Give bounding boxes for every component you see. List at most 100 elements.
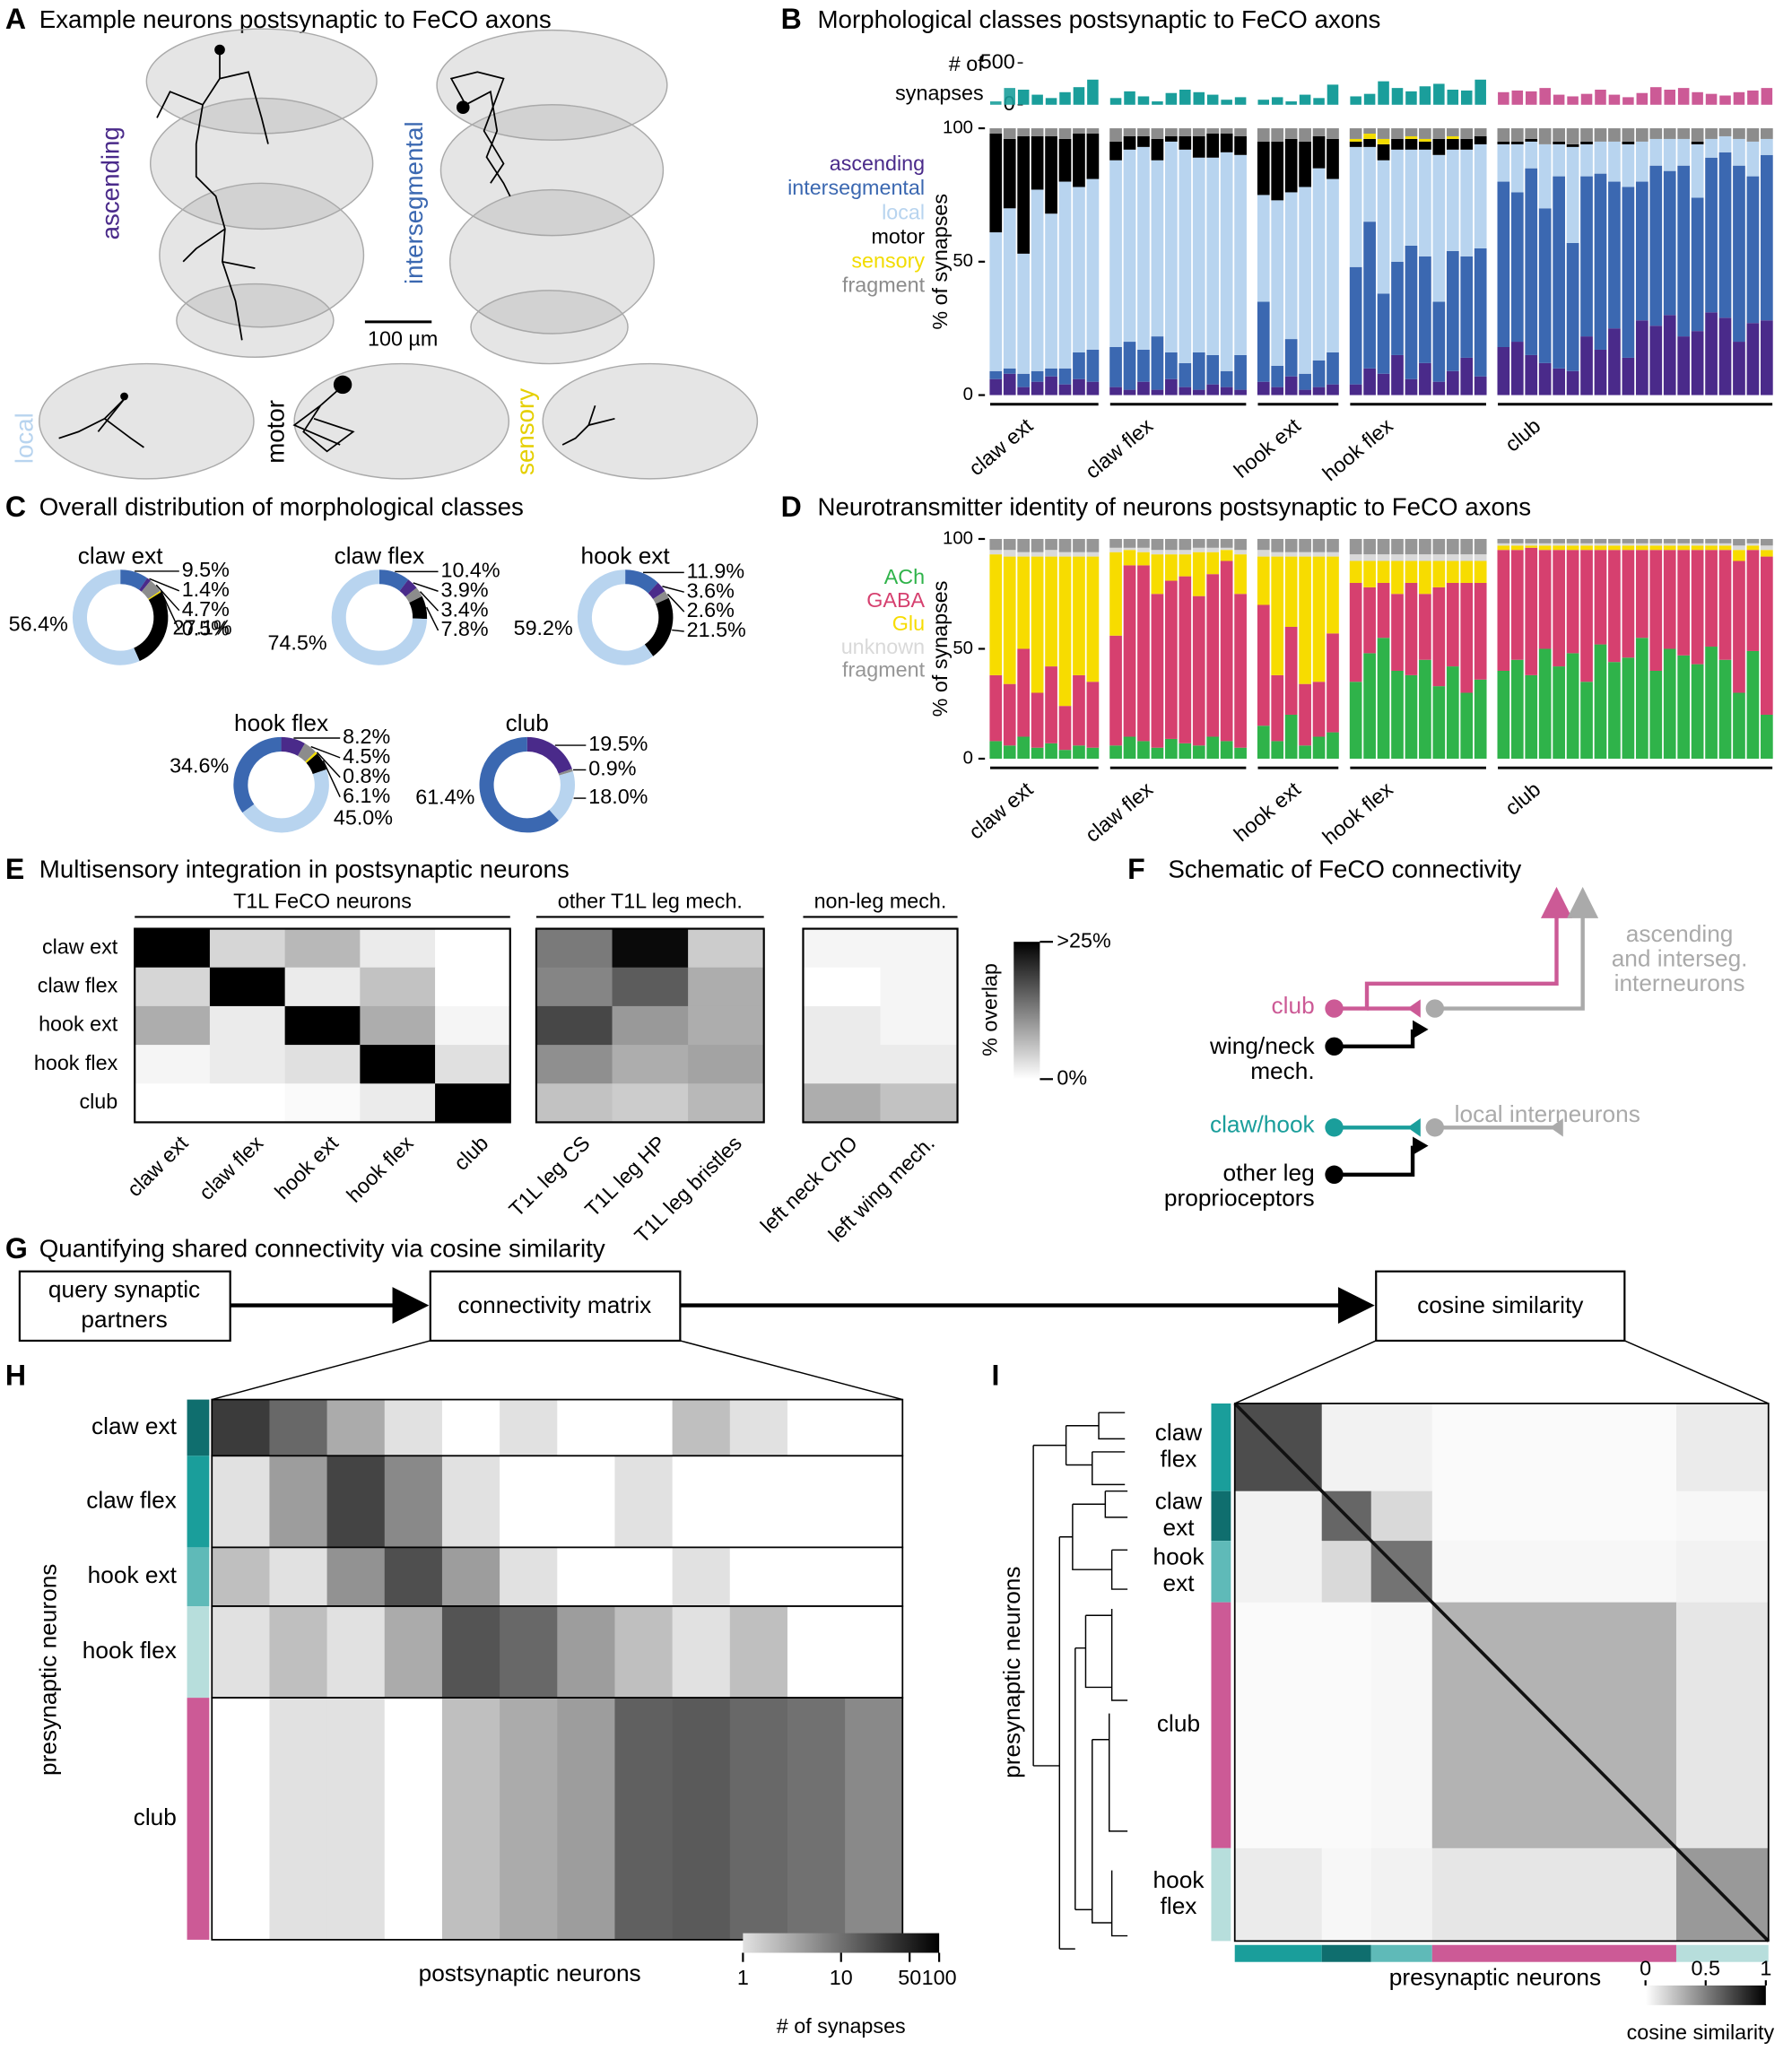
donut-value-label: 2.6%	[687, 598, 735, 621]
heatmap-cell	[269, 1399, 328, 1456]
bar-segment	[1234, 389, 1247, 395]
bar-segment	[1299, 538, 1311, 552]
y-tick-label: 100	[943, 528, 973, 548]
bar-segment	[1045, 550, 1057, 557]
bar-segment	[1017, 373, 1031, 387]
colorbar-tick-label: 100	[922, 1966, 957, 1989]
heatmap-cell	[688, 928, 765, 969]
bar-segment	[1327, 552, 1339, 557]
bar-segment	[1045, 666, 1057, 743]
bar-segment	[1031, 692, 1044, 748]
panel-letter: E	[5, 853, 24, 885]
colorbar-tick-label: 1	[1760, 1957, 1771, 1980]
column-color	[1675, 1944, 1769, 1962]
bar-segment	[1553, 128, 1565, 142]
donut-slice	[378, 569, 409, 592]
bar-segment	[1419, 256, 1431, 363]
synapse-bar	[1622, 97, 1634, 105]
bar-segment	[1538, 143, 1552, 209]
heatmap-cell	[803, 1083, 881, 1123]
row-label: flex	[1161, 1445, 1197, 1472]
bar-segment	[1649, 670, 1663, 759]
bar-segment	[1705, 538, 1718, 543]
heatmap-cell	[500, 1456, 558, 1548]
bar-segment	[1566, 545, 1579, 551]
bar-segment	[1419, 141, 1431, 150]
bar-segment	[1284, 626, 1298, 715]
bar-segment	[1017, 736, 1031, 759]
bar-segment	[1594, 141, 1607, 174]
bar-segment	[1312, 682, 1326, 737]
bar-segment	[1538, 648, 1552, 759]
donut-value-label: 0.5%	[182, 617, 230, 640]
label-leader	[413, 582, 439, 592]
bar-segment	[1349, 682, 1362, 759]
synapse-bar	[1747, 90, 1759, 105]
colorbar-tick-label: 10	[830, 1966, 853, 1989]
bar-segment	[1377, 128, 1390, 139]
heatmap-cell	[1370, 1403, 1433, 1492]
bar-segment	[1663, 543, 1676, 546]
bar-segment	[1460, 256, 1474, 358]
legend-entry: GABA	[866, 588, 925, 612]
bar-segment	[1677, 550, 1691, 656]
bar-segment	[1746, 176, 1760, 324]
bar-segment	[1718, 550, 1732, 660]
bar-segment	[1349, 138, 1362, 142]
bar-segment	[1663, 538, 1676, 543]
bar-segment	[1327, 538, 1339, 552]
bar-segment	[1073, 128, 1085, 134]
bar-segment	[1405, 582, 1418, 675]
synapse-bar	[1193, 91, 1205, 105]
bar-segment	[1705, 550, 1718, 647]
bar-segment	[1179, 538, 1192, 551]
row-label: hook flex	[34, 1051, 118, 1074]
group-label: hook flex	[1318, 777, 1397, 848]
panel-title: Schematic of FeCO connectivity	[1168, 856, 1521, 883]
bar-segment	[1271, 538, 1284, 552]
bar-segment	[1677, 538, 1691, 543]
bar-segment	[1220, 538, 1233, 548]
bar-segment	[1718, 317, 1732, 395]
heatmap-cell	[360, 1005, 436, 1046]
heatmap-cell	[557, 1456, 615, 1548]
row-label: club	[1157, 1710, 1200, 1737]
bar-segment	[1312, 128, 1326, 136]
row-color	[1211, 1847, 1231, 1942]
bar-segment	[1733, 561, 1745, 693]
soma	[456, 100, 470, 114]
synapse-bar	[1733, 91, 1745, 105]
bar-segment	[1460, 554, 1474, 561]
bar-segment	[1257, 604, 1270, 726]
heatmap-cell	[614, 1606, 674, 1699]
bar-segment	[1733, 138, 1745, 166]
synapse-bar	[1221, 100, 1232, 105]
heatmap-cell	[212, 1698, 270, 1940]
column-label: claw flex	[195, 1131, 268, 1204]
bar-segment	[1109, 538, 1122, 548]
schematic-label: ascending	[1626, 920, 1734, 947]
bar-segment	[1474, 128, 1487, 136]
heatmap-cell	[441, 1399, 500, 1456]
y-axis-label: % of synapses	[928, 194, 952, 330]
bar-segment	[1691, 331, 1704, 395]
donut-value-label: 8.2%	[343, 725, 390, 748]
panel-letter: H	[5, 1359, 26, 1391]
y-tick-label: 0	[963, 748, 973, 768]
bar-segment	[1312, 552, 1326, 557]
bar-segment	[1580, 336, 1593, 395]
bar-segment	[1746, 550, 1760, 651]
bar-segment	[1271, 674, 1284, 742]
synapse-bar	[1553, 94, 1565, 105]
row-label: claw ext	[91, 1412, 178, 1439]
bar-segment	[1165, 580, 1178, 739]
column-group-label: other T1L leg mech.	[558, 890, 743, 913]
heatmap-frame	[134, 927, 511, 1124]
heatmap-cell	[1234, 1490, 1323, 1542]
synapse-bar	[1608, 94, 1621, 105]
colorbar-tick-label: 0	[1640, 1957, 1651, 1980]
heatmap-cell	[614, 1698, 674, 1940]
bar-segment	[989, 538, 1003, 551]
bar-segment	[1733, 165, 1745, 343]
column-color	[1321, 1944, 1371, 1962]
